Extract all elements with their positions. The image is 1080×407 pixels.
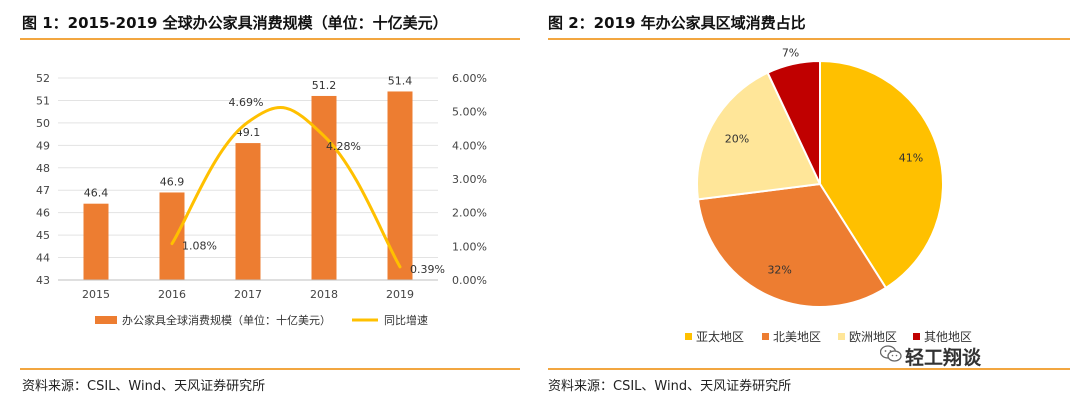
y-left-tick-label: 51	[36, 94, 50, 107]
pie-chart: 41% 32% 20% 7% 亚太地区 北美地区 欧洲地区 其他地区	[685, 46, 972, 344]
combo-legend: 办公家具全球消费规模（单位：十亿美元） 同比增速	[95, 313, 428, 327]
y-left-tick-label: 48	[36, 162, 50, 175]
pie-slice	[696, 71, 822, 201]
bar-series: 46.4 46.9 49.1 51.2 51.4	[83, 74, 413, 280]
legend-swatch-bar	[95, 316, 117, 324]
figure-2-panel: 图 2：2019 年办公家具区域消费占比 41% 32% 20% 7% 亚太地区 北美地…	[540, 0, 1080, 407]
pie-slice-label: 32%	[767, 264, 791, 277]
y-right-tick-label: 5.00%	[452, 106, 487, 119]
figure-2-source: 资料来源：CSIL、Wind、天风证券研究所	[548, 379, 792, 394]
legend-swatch	[762, 333, 769, 340]
x-tick-label: 2015	[82, 288, 110, 301]
y-left-tick-label: 45	[36, 229, 50, 242]
figure-1-source: 资料来源：CSIL、Wind、天风证券研究所	[22, 379, 266, 394]
bar-value-label: 46.9	[160, 175, 185, 188]
legend-swatch	[838, 333, 845, 340]
growth-line	[170, 106, 402, 269]
y-axis-left: 43 44 45 46 47 48 49 50 51 52	[36, 72, 50, 287]
y-right-tick-label: 3.00%	[452, 173, 487, 186]
y-left-tick-label: 43	[36, 274, 50, 287]
x-axis: 2015 2016 2017 2018 2019	[58, 279, 438, 301]
x-tick-label: 2017	[234, 288, 262, 301]
bar	[159, 192, 185, 280]
y-axis-right: 0.00% 1.00% 2.00% 3.00% 4.00% 5.00% 6.00%	[452, 72, 487, 287]
y-right-tick-label: 0.00%	[452, 274, 487, 287]
figure-2-top-rule	[548, 38, 1070, 40]
x-tick-label: 2016	[158, 288, 186, 301]
legend-label: 其他地区	[924, 330, 972, 344]
line-value-label: 4.28%	[326, 140, 361, 153]
figure-2-bottom-rule	[548, 368, 1070, 370]
bar-value-label: 49.1	[236, 126, 261, 139]
pie-legend: 亚太地区 北美地区 欧洲地区 其他地区	[685, 329, 972, 344]
y-left-tick-label: 52	[36, 72, 50, 85]
legend-label: 欧洲地区	[849, 330, 897, 344]
y-left-tick-label: 50	[36, 117, 50, 130]
pie-labels: 41% 32% 20% 7%	[725, 46, 923, 276]
bar	[83, 203, 109, 280]
y-right-tick-label: 1.00%	[452, 240, 487, 253]
line-value-label: 0.39%	[410, 263, 445, 276]
y-left-tick-label: 47	[36, 184, 50, 197]
legend-label-bar: 办公家具全球消费规模（单位：十亿美元）	[122, 313, 331, 327]
legend-label-line: 同比增速	[384, 313, 428, 327]
y-right-tick-label: 4.00%	[452, 139, 487, 152]
bar-value-label: 51.4	[388, 74, 413, 87]
pie-slice	[766, 59, 821, 185]
pie-slice	[696, 182, 888, 308]
legend-label: 亚太地区	[696, 329, 744, 344]
bar	[235, 143, 261, 280]
pie-slice-label: 20%	[725, 132, 749, 145]
line-series: 1.08% 4.69% 4.28% 0.39%	[170, 96, 445, 276]
watermark-text: 轻工翔谈	[905, 347, 982, 369]
y-left-tick-label: 46	[36, 207, 50, 220]
pie-slice-label: 7%	[782, 46, 799, 59]
pie-slices	[696, 59, 944, 308]
bar-value-label: 51.2	[312, 79, 337, 92]
pie-slice-label: 41%	[899, 152, 923, 165]
wechat-icon	[880, 345, 902, 362]
figure-1-title: 图 1：2015-2019 全球办公家具消费规模（单位：十亿美元）	[22, 14, 448, 32]
y-left-tick-label: 44	[36, 252, 50, 265]
y-right-tick-label: 6.00%	[452, 72, 487, 85]
combo-chart: 43 44 45 46 47 48 49 50 51 52 0.00% 1.00% 2.00% 3.00…	[36, 72, 487, 327]
figure-2-title: 图 2：2019 年办公家具区域消费占比	[548, 14, 806, 32]
legend-label: 北美地区	[773, 330, 821, 344]
bar	[311, 95, 337, 280]
figure-1-top-rule	[20, 38, 520, 40]
line-value-label: 4.69%	[229, 96, 264, 109]
bar-value-label: 46.4	[84, 187, 109, 200]
legend-swatch	[685, 333, 692, 340]
legend-swatch	[913, 333, 920, 340]
y-right-tick-label: 2.00%	[452, 207, 487, 220]
line-value-label: 1.08%	[182, 240, 217, 253]
x-tick-label: 2019	[386, 288, 414, 301]
figure-1-panel: 图 1：2015-2019 全球办公家具消费规模（单位：十亿美元） 43 44 45…	[20, 14, 520, 394]
figure-1-bottom-rule	[20, 368, 520, 370]
y-left-tick-label: 49	[36, 139, 50, 152]
x-tick-label: 2018	[310, 288, 338, 301]
